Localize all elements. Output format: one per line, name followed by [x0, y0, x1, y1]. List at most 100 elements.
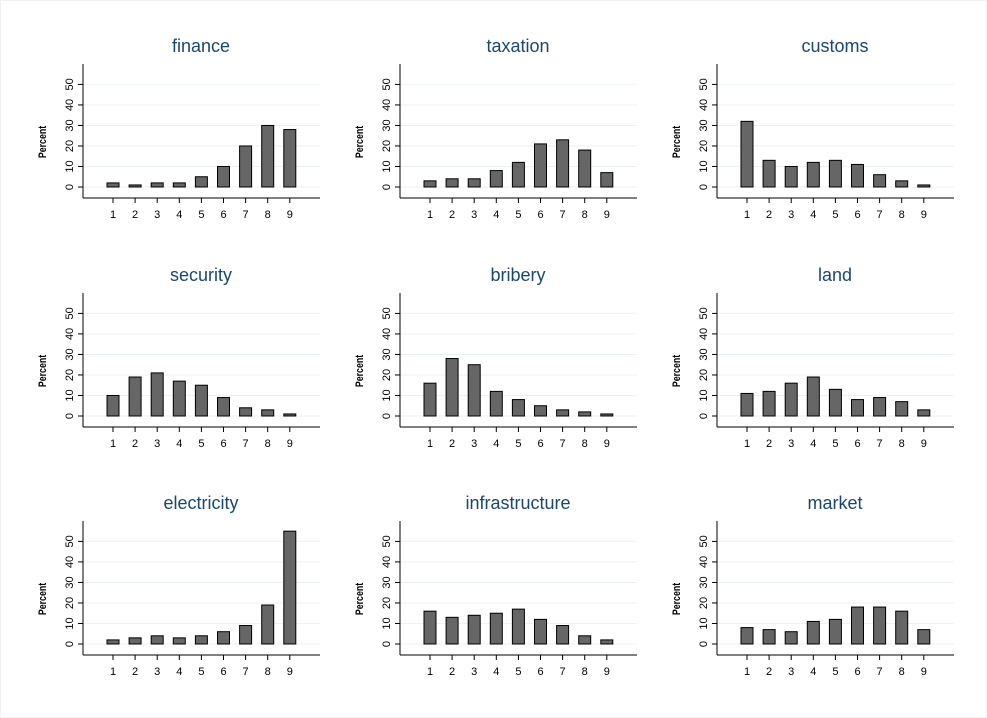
bar [895, 401, 909, 417]
panel-title: electricity [163, 493, 238, 513]
x-tick-label: 1 [427, 209, 433, 221]
x-tick-label: 2 [766, 438, 772, 450]
bar [806, 161, 820, 188]
bar [762, 159, 776, 188]
bar [489, 390, 503, 417]
x-tick-label: 6 [537, 209, 543, 221]
bar [784, 165, 798, 188]
x-tick-label: 5 [515, 209, 521, 221]
x-tick-label: 4 [176, 666, 182, 678]
y-tick-label: 40 [64, 328, 76, 340]
y-tick-label: 20 [381, 140, 393, 152]
y-tick-label: 0 [64, 184, 76, 190]
y-tick-label: 10 [381, 617, 393, 629]
y-tick-label: 40 [381, 99, 393, 111]
x-tick-label: 8 [582, 438, 588, 450]
bar [556, 625, 570, 645]
y-tick-label: 10 [64, 389, 76, 401]
y-tick-label: 50 [698, 307, 710, 319]
x-tick-label: 2 [766, 666, 772, 678]
bar [489, 170, 503, 188]
bar [917, 409, 931, 417]
x-tick-label: 4 [493, 209, 499, 221]
y-axis-label: Percent [37, 354, 49, 387]
y-tick-label: 30 [64, 348, 76, 360]
bar [239, 407, 253, 417]
bar [873, 397, 887, 417]
x-tick-label: 9 [287, 666, 293, 678]
y-axis-label: Percent [354, 582, 366, 615]
x-tick-label: 7 [243, 666, 249, 678]
x-tick-label: 7 [877, 209, 883, 221]
bar [172, 182, 186, 188]
x-tick-label: 9 [604, 438, 610, 450]
x-tick-label: 7 [560, 438, 566, 450]
bar [917, 184, 931, 188]
bar [511, 399, 525, 417]
x-tick-label: 8 [582, 209, 588, 221]
bar [895, 610, 909, 645]
bar [423, 610, 437, 645]
bar [578, 149, 592, 188]
bar [534, 618, 547, 645]
bar [261, 409, 275, 417]
x-tick-label: 7 [560, 209, 566, 221]
y-tick-label: 0 [381, 413, 393, 419]
x-tick-label: 5 [515, 666, 521, 678]
bar [534, 405, 547, 417]
y-tick-label: 50 [698, 535, 710, 547]
bar [106, 639, 120, 645]
bar [172, 637, 186, 645]
x-tick-label: 1 [110, 666, 116, 678]
y-tick-label: 20 [381, 597, 393, 609]
bar [762, 629, 776, 645]
y-tick-label: 20 [64, 597, 76, 609]
y-tick-label: 40 [381, 556, 393, 568]
bar [578, 635, 592, 645]
panel-title: security [170, 265, 232, 285]
x-tick-label: 6 [220, 438, 226, 450]
bar [194, 176, 208, 188]
bar [556, 139, 570, 188]
x-tick-label: 5 [198, 666, 204, 678]
bar [467, 364, 481, 417]
bar [489, 612, 503, 645]
x-tick-label: 8 [582, 666, 588, 678]
panel-title: market [807, 493, 862, 513]
x-tick-label: 5 [832, 209, 838, 221]
x-tick-label: 2 [449, 209, 455, 221]
y-tick-label: 30 [698, 119, 710, 131]
x-tick-label: 1 [427, 666, 433, 678]
bar [873, 606, 887, 645]
y-tick-label: 0 [698, 641, 710, 647]
bar [895, 180, 909, 188]
x-tick-label: 1 [427, 438, 433, 450]
bar [578, 411, 592, 417]
bar [511, 161, 525, 188]
y-tick-label: 20 [698, 597, 710, 609]
y-axis-label: Percent [671, 354, 683, 387]
y-tick-label: 30 [698, 348, 710, 360]
x-tick-label: 3 [154, 209, 160, 221]
y-axis-label: Percent [671, 125, 683, 158]
bar [423, 382, 437, 417]
y-tick-label: 50 [64, 535, 76, 547]
y-tick-label: 30 [698, 576, 710, 588]
x-tick-label: 1 [110, 209, 116, 221]
x-tick-label: 6 [854, 209, 860, 221]
bar [873, 174, 887, 188]
y-tick-label: 20 [381, 369, 393, 381]
x-tick-label: 6 [854, 666, 860, 678]
bar [283, 129, 297, 188]
bar [784, 382, 798, 417]
y-tick-label: 10 [64, 617, 76, 629]
x-tick-label: 3 [471, 666, 477, 678]
bar [600, 413, 614, 417]
bar [784, 631, 798, 645]
bar [762, 390, 776, 417]
panel-title: finance [172, 36, 230, 56]
y-tick-label: 40 [698, 328, 710, 340]
x-tick-label: 4 [810, 209, 816, 221]
panel-title: customs [801, 36, 868, 56]
